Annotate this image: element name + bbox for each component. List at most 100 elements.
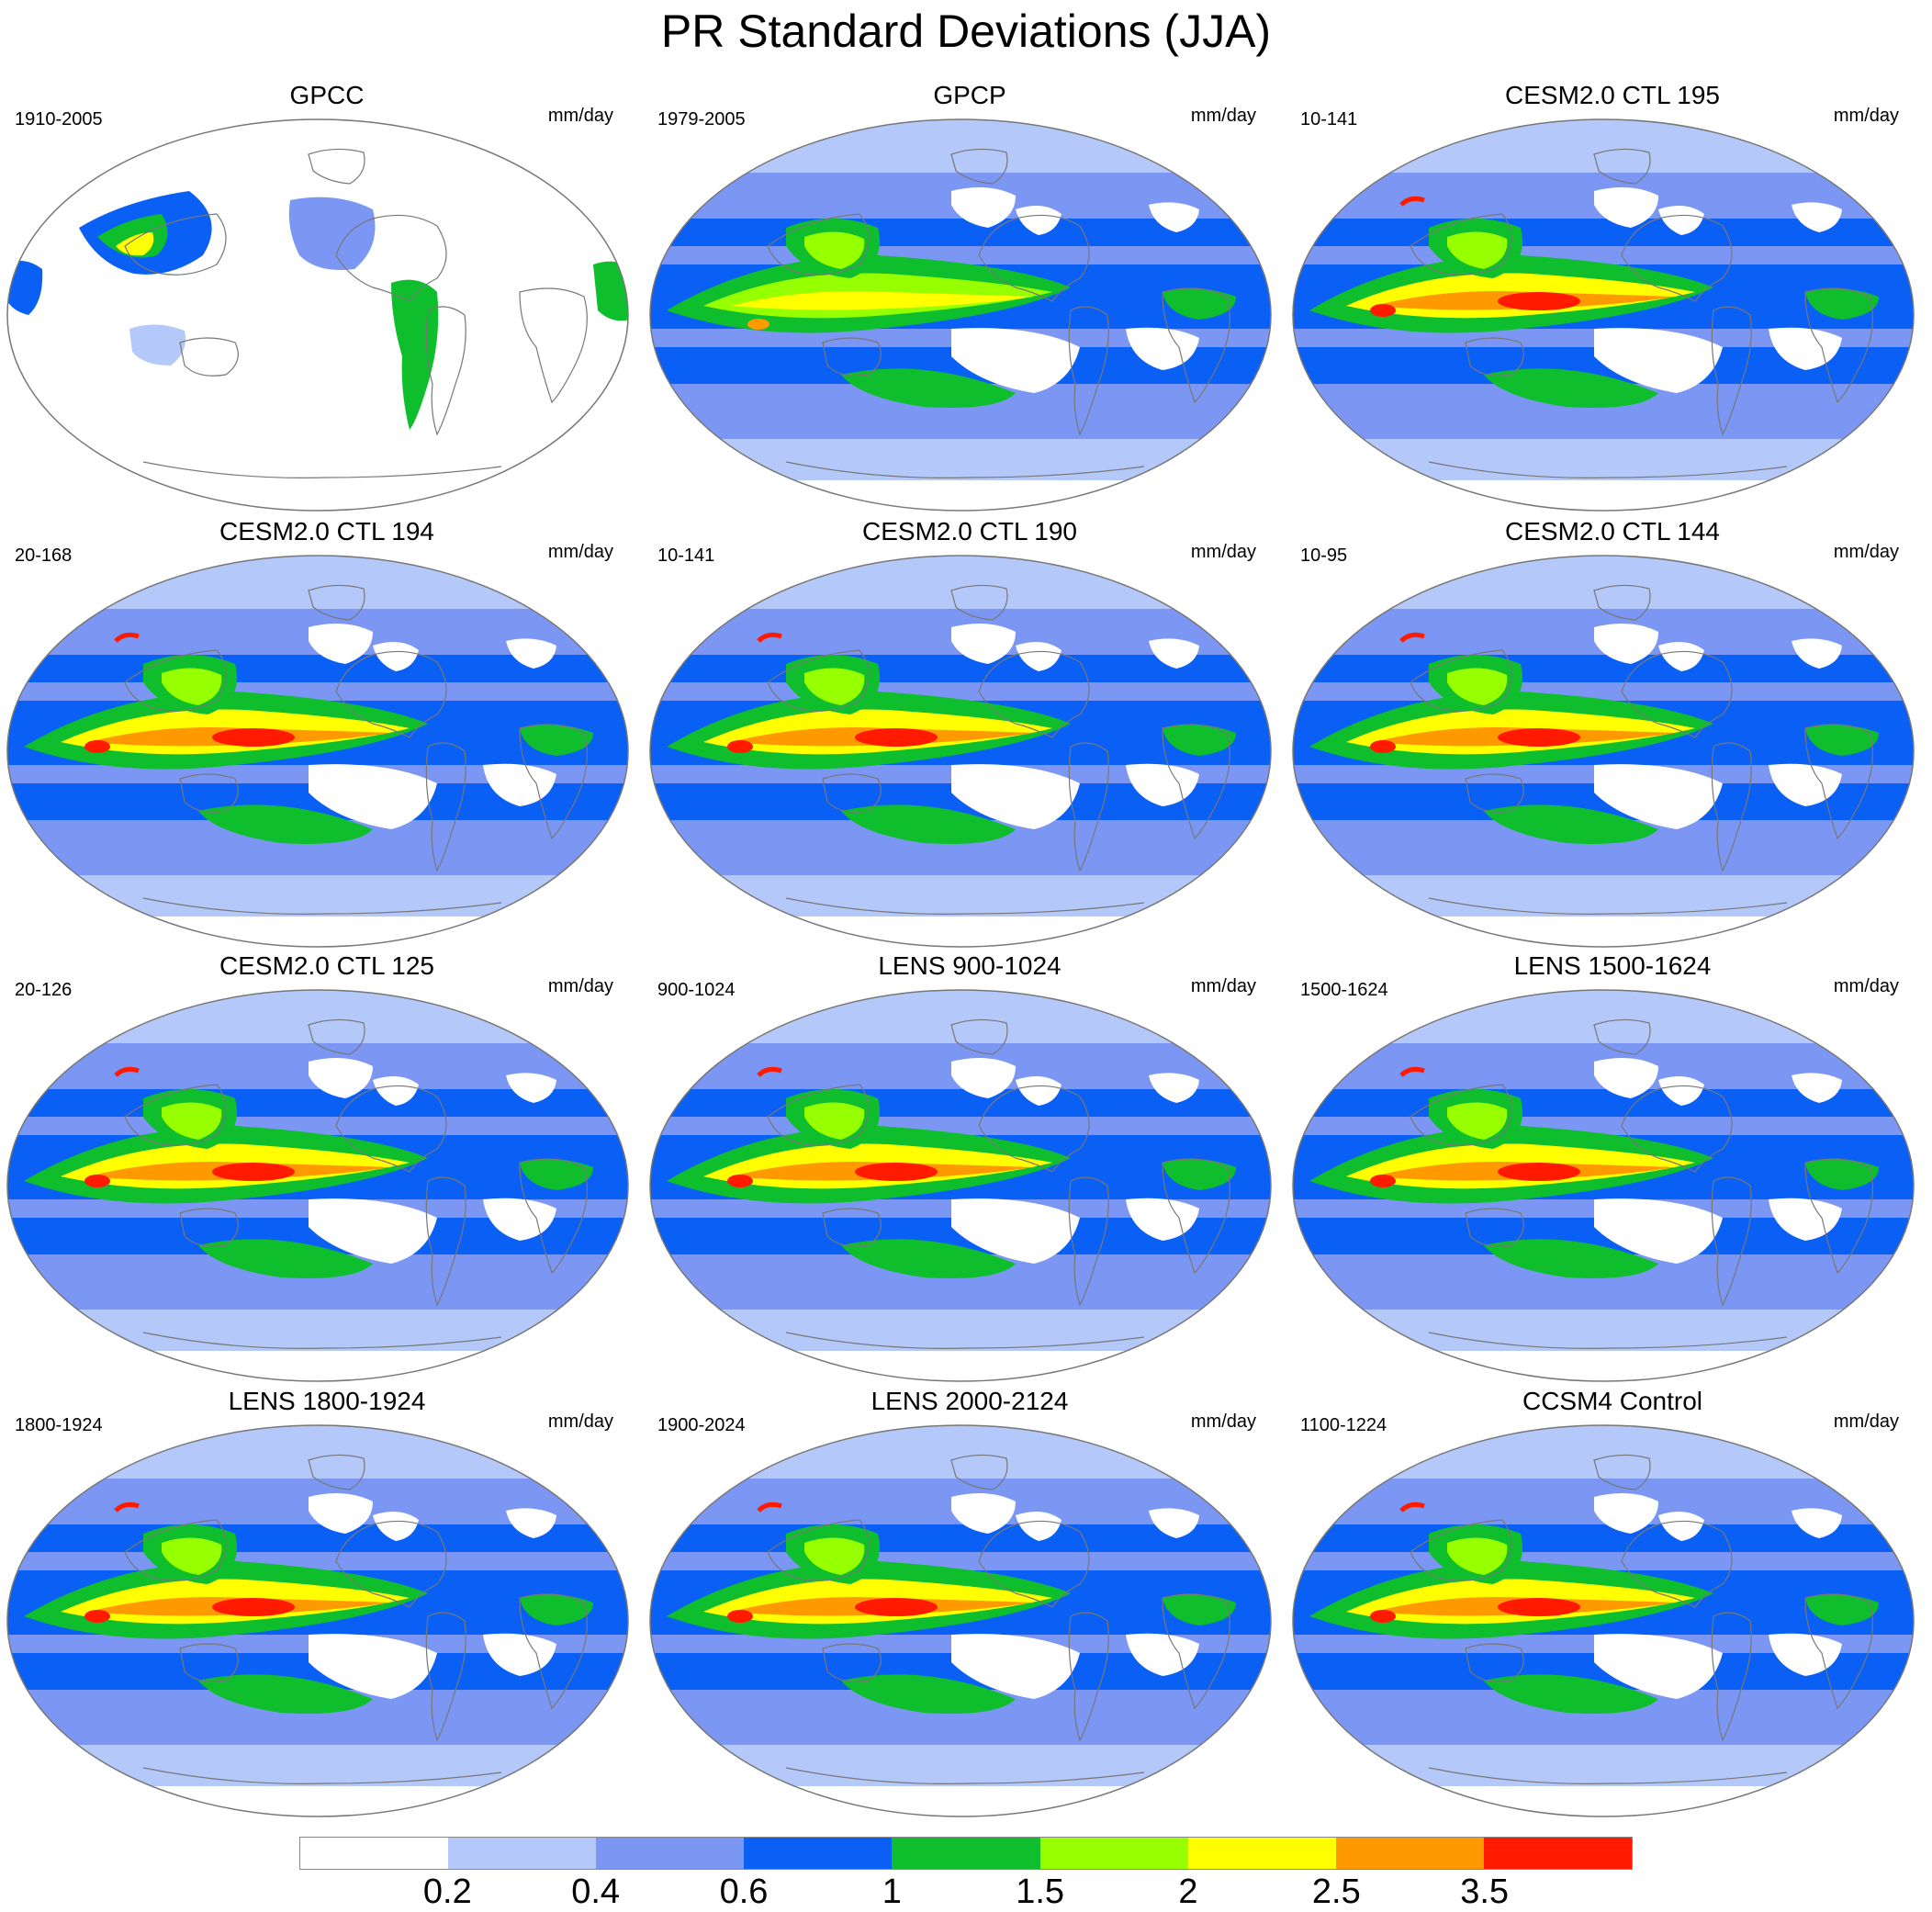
panel-title: LENS 1500-1624 <box>1513 951 1712 980</box>
max-precip-arc <box>757 632 782 643</box>
field-band-2 <box>1293 1786 1914 1816</box>
continent-outline-0 <box>1621 214 1733 302</box>
precip-region-6 <box>1163 1594 1236 1625</box>
precip-region-5 <box>841 804 1016 844</box>
continent-outline-6 <box>785 1332 1145 1349</box>
continent-outline-5 <box>1593 584 1651 621</box>
colorbar-label: 2 <box>1178 1873 1198 1911</box>
map-plot <box>649 118 1272 512</box>
continent-outline-2 <box>1162 1593 1230 1710</box>
continent-outline-5 <box>308 1018 365 1055</box>
max-precip-core-west <box>84 1610 110 1623</box>
colorbar-label: 1.5 <box>1016 1873 1065 1911</box>
field-band-2 <box>7 1351 628 1381</box>
field-band-0 <box>1293 556 1914 609</box>
panel-units: mm/day <box>1833 106 1899 126</box>
continent-outline-4 <box>1410 649 1512 712</box>
colorbar-cell-7 <box>1335 1838 1484 1869</box>
map-border <box>1292 118 1915 512</box>
continent-outline-2 <box>1804 1593 1873 1710</box>
continent-outline-2 <box>1804 287 1873 404</box>
panel-years: 20-126 <box>15 980 73 1000</box>
max-precip-arc <box>1399 1066 1425 1077</box>
precip-region-4 <box>1447 1102 1508 1140</box>
continent-outline-5 <box>950 1454 1008 1490</box>
precip-region-10 <box>1016 642 1061 671</box>
map-border <box>649 989 1272 1382</box>
precip-region-9 <box>1594 624 1658 664</box>
precip-region-5 <box>841 1239 1016 1278</box>
panel-years: 10-95 <box>1300 545 1348 566</box>
map-border <box>1292 989 1915 1382</box>
map-panel: LENS 1500-1624 1500-1624 mm/day <box>1291 951 1932 1385</box>
panel-years: 1500-1624 <box>1300 980 1388 1000</box>
continent-outline-1 <box>1068 306 1109 436</box>
continent-outline-2 <box>1804 724 1873 840</box>
continent-outline-0 <box>335 650 447 738</box>
precip-region-4 <box>1447 231 1508 269</box>
precip-region-10 <box>373 1512 419 1541</box>
continent-outline-4 <box>1410 213 1512 276</box>
panel-title: CCSM4 Control <box>1522 1387 1703 1415</box>
panel-title: LENS 1800-1924 <box>228 1387 426 1415</box>
continent-outline-5 <box>950 148 1008 185</box>
colorbar-label: 3.5 <box>1460 1873 1510 1911</box>
precip-region-9 <box>951 187 1016 228</box>
map-plot <box>6 555 629 948</box>
land-precip-region-7 <box>593 261 628 321</box>
continent-outline-6 <box>142 461 502 478</box>
precip-region-7 <box>309 1634 437 1699</box>
map-plot <box>1292 989 1915 1382</box>
map-plot <box>6 1424 629 1817</box>
map-panel: CESM2.0 CTL 125 20-126 mm/day <box>6 951 648 1385</box>
precip-region-11 <box>1792 1508 1842 1538</box>
precip-region-4 <box>1447 668 1508 705</box>
precip-region-5 <box>841 368 1016 408</box>
field-band-0 <box>7 990 628 1043</box>
map-plot <box>1292 118 1915 512</box>
precip-region-6 <box>1805 288 1879 320</box>
max-precip-arc <box>1399 632 1425 643</box>
continent-outline-0 <box>1621 650 1733 738</box>
continent-outline-1 <box>425 306 466 436</box>
continent-outline-1 <box>1711 742 1752 872</box>
precip-region-4 <box>804 1102 865 1140</box>
field-band-2 <box>650 480 1271 511</box>
continent-outline-5 <box>308 1454 365 1490</box>
max-precip-core <box>1498 1163 1580 1181</box>
precip-region-9 <box>309 1493 373 1534</box>
map-panel: CESM2.0 CTL 190 10-141 mm/day <box>648 517 1291 950</box>
max-precip-core <box>855 728 938 747</box>
colorbar-label: 0.4 <box>571 1873 621 1911</box>
continent-outline-6 <box>142 1767 502 1784</box>
continent-outline-6 <box>785 461 1145 478</box>
precip-region-7 <box>1594 328 1723 393</box>
precip-region-9 <box>1594 1058 1658 1098</box>
precip-region-9 <box>951 1493 1016 1534</box>
colorbar-cell-2 <box>596 1838 745 1869</box>
continent-outline-3 <box>822 1208 882 1247</box>
continent-outline-0 <box>978 1520 1090 1608</box>
precip-region-8 <box>483 1198 556 1241</box>
continent-outline-3 <box>1465 1643 1524 1682</box>
precip-region-9 <box>951 1058 1016 1098</box>
panel-units: mm/day <box>547 106 613 126</box>
colorbar-label: 2.5 <box>1311 1873 1361 1911</box>
field-band-2 <box>1293 480 1914 511</box>
map-plot <box>649 989 1272 1382</box>
precip-region-9 <box>951 624 1016 664</box>
continent-outline-5 <box>1593 1454 1651 1490</box>
precip-region-4 <box>1447 1537 1508 1575</box>
map-plot <box>649 555 1272 948</box>
panel-title: CESM2.0 CTL 194 <box>219 517 434 545</box>
max-precip-arc <box>1399 1501 1425 1513</box>
continent-outline-5 <box>1593 148 1651 185</box>
max-precip-core-west <box>1370 740 1396 753</box>
continent-outline-0 <box>335 214 447 302</box>
field-band-0 <box>1293 119 1914 173</box>
continent-outline-2 <box>519 287 588 404</box>
continent-outline-1 <box>425 1612 466 1742</box>
continent-outline-2 <box>519 1158 588 1275</box>
field-band-2 <box>650 1351 1271 1381</box>
continent-outline-6 <box>1428 1332 1788 1349</box>
